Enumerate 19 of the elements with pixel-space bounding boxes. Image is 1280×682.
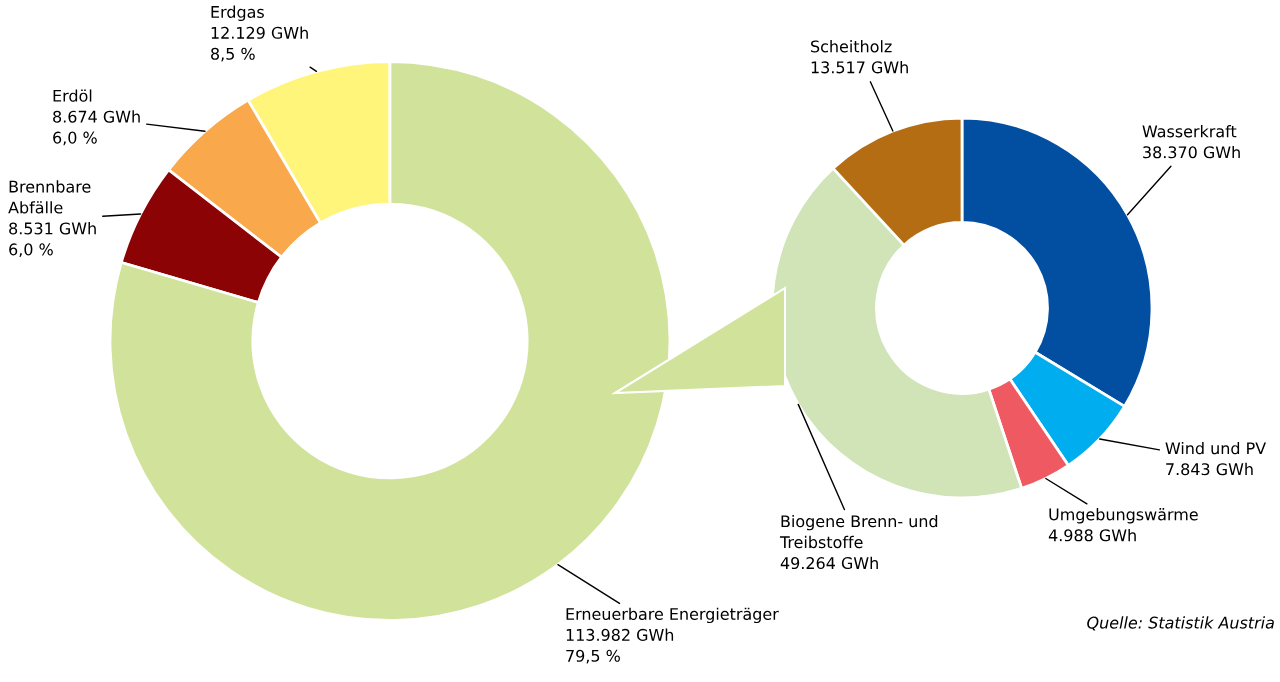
slice-label: Erdgas	[211, 5, 264, 22]
data-label: 38.370 GWh	[1143, 145, 1240, 159]
data-label: 113.982 GWh 79,5 %	[566, 628, 674, 664]
slice-label: Wind und PV	[1165, 441, 1267, 455]
slice-label: Brennbare Abfälle	[8, 180, 91, 214]
data-label: 4.988 GWh	[1048, 528, 1136, 542]
slice-label: Wasserkraft	[1142, 125, 1237, 138]
data-label: 12.129 GWh 8,5 %	[211, 26, 308, 62]
data-label: 8.531 GWh 6,0 %	[9, 222, 96, 258]
slice-label: Biogene Brenn- und Treibstoffe	[779, 514, 938, 549]
data-label: 8.674 GWh 6,0 %	[53, 110, 140, 146]
slice-label: Erneuerbare Energieträger	[566, 607, 779, 624]
slice-label: Umgebungswärme	[1049, 508, 1198, 524]
slice-label: Erdöl	[53, 89, 92, 102]
data-label: 7.843 GWh	[1166, 462, 1253, 476]
source-note: Quelle: Statistik Austria	[1087, 616, 1274, 631]
data-label: 49.264 GWh	[780, 556, 878, 570]
slice-label: Scheitholz	[811, 40, 892, 53]
data-label: 13.517 GWh	[811, 61, 908, 74]
